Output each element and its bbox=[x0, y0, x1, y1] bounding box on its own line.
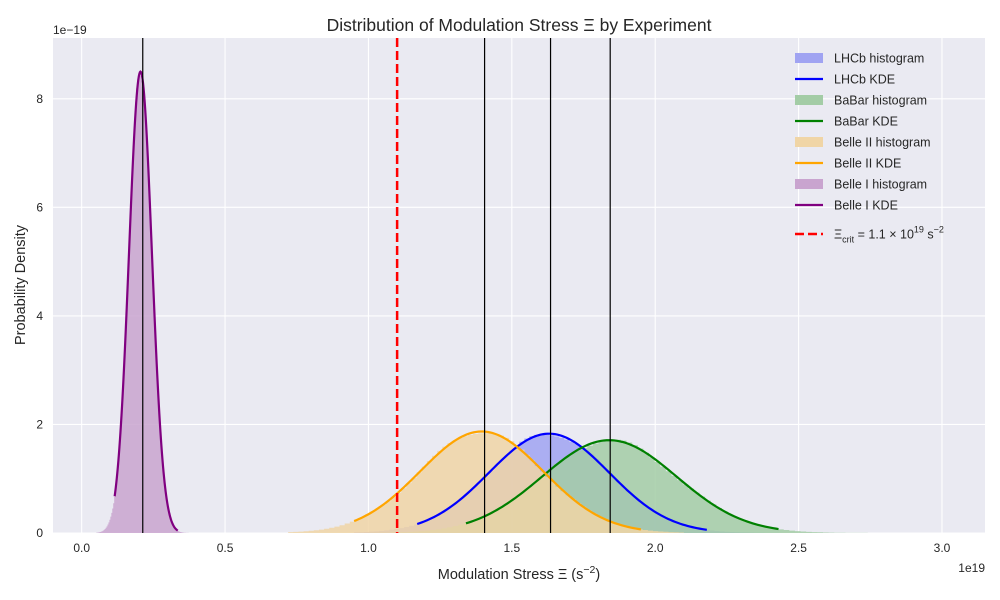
legend-label: Belle II KDE bbox=[834, 157, 901, 171]
median-lines bbox=[142, 38, 611, 533]
y-tick-labels: 0 2 4 6 8 bbox=[36, 92, 43, 540]
grid bbox=[53, 38, 985, 534]
legend-swatch-belle-i-histogram bbox=[795, 179, 823, 189]
legend-label-threshold: Ξcrit = 1.1 × 1019 s−2 bbox=[834, 225, 944, 245]
legend-label: BaBar KDE bbox=[834, 115, 898, 129]
legend-label: Belle II histogram bbox=[834, 136, 931, 150]
x-tick-label: 3.0 bbox=[934, 541, 951, 555]
x-tick-label: 2.0 bbox=[647, 541, 664, 555]
x-tick-label: 1.5 bbox=[503, 541, 520, 555]
y-tick-label: 6 bbox=[36, 200, 43, 214]
kde-belle-i bbox=[113, 70, 179, 532]
x-tick-label: 1.0 bbox=[360, 541, 377, 555]
kde-lhcb bbox=[416, 432, 707, 531]
y-axis-label: Probability Density bbox=[13, 224, 29, 345]
x-tick-label: 2.5 bbox=[790, 541, 807, 555]
kde-babar bbox=[465, 439, 779, 531]
kde-belle-ii bbox=[353, 430, 642, 531]
y-offset-label: 1e−19 bbox=[53, 23, 87, 37]
kde-curves bbox=[113, 70, 779, 532]
legend-label: LHCb histogram bbox=[834, 52, 924, 66]
x-axis-label: Modulation Stress Ξ (s−2) bbox=[438, 564, 600, 583]
y-tick-label: 0 bbox=[36, 526, 43, 540]
legend-swatch-belle-ii-histogram bbox=[795, 137, 823, 147]
y-tick-label: 4 bbox=[36, 309, 43, 323]
legend-swatch-lhcb-histogram bbox=[795, 53, 823, 63]
legend-label: Belle I KDE bbox=[834, 199, 898, 213]
x-tick-labels: 0.0 0.5 1.0 1.5 2.0 2.5 3.0 bbox=[73, 541, 950, 555]
legend-label: LHCb KDE bbox=[834, 73, 895, 87]
x-tick-label: 0.5 bbox=[217, 541, 234, 555]
x-tick-label: 0.0 bbox=[73, 541, 90, 555]
legend-label: BaBar histogram bbox=[834, 94, 927, 108]
legend: LHCb histogram LHCb KDE BaBar histogram BaB… bbox=[795, 52, 944, 245]
legend-label: Belle I histogram bbox=[834, 178, 927, 192]
y-tick-label: 2 bbox=[36, 417, 43, 431]
x-offset-label: 1e19 bbox=[958, 561, 985, 575]
legend-swatch-babar-histogram bbox=[795, 95, 823, 105]
y-tick-label: 8 bbox=[36, 92, 43, 106]
chart-title: Distribution of Modulation Stress Ξ by E… bbox=[327, 15, 712, 35]
